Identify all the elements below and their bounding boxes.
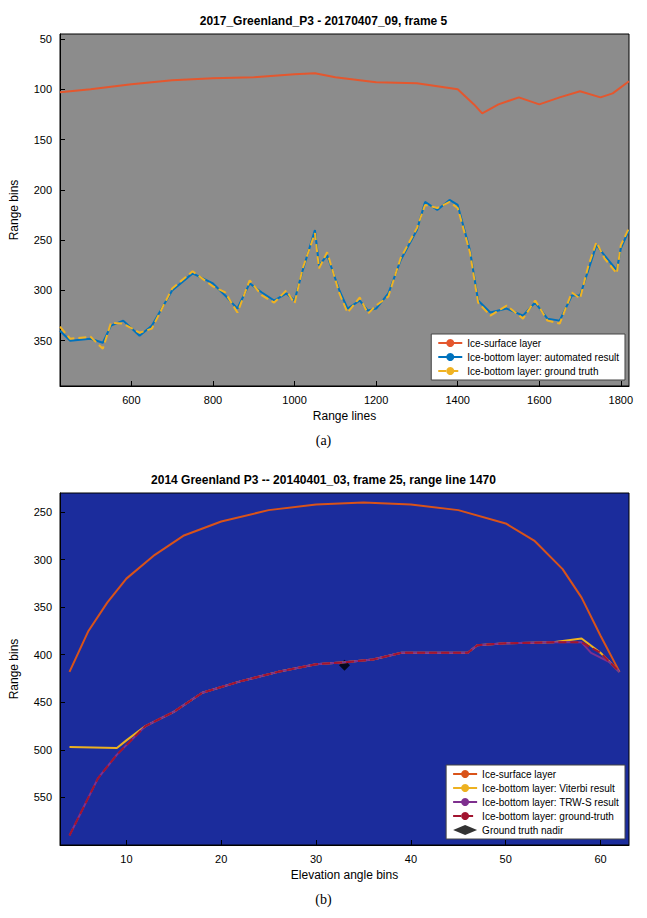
svg-text:600: 600 xyxy=(122,394,140,406)
svg-text:250: 250 xyxy=(34,506,52,518)
svg-text:550: 550 xyxy=(34,791,52,803)
svg-text:50: 50 xyxy=(40,33,52,45)
svg-text:2017_Greenland_P3 - 20170407_0: 2017_Greenland_P3 - 20170407_09, frame 5 xyxy=(200,14,448,28)
html-text:(a): (a) xyxy=(315,433,332,448)
svg-text:1800: 1800 xyxy=(609,394,633,406)
svg-text:40: 40 xyxy=(405,853,417,865)
svg-text:Range bins: Range bins xyxy=(7,639,21,700)
svg-text:2014 Greenland P3 -- 20140401_: 2014 Greenland P3 -- 20140401_03, frame … xyxy=(151,473,496,487)
svg-text:Ground truth nadir: Ground truth nadir xyxy=(482,825,564,836)
svg-text:150: 150 xyxy=(34,134,52,146)
svg-text:350: 350 xyxy=(34,335,52,347)
svg-text:30: 30 xyxy=(310,853,322,865)
svg-text:1200: 1200 xyxy=(364,394,388,406)
svg-text:50: 50 xyxy=(500,853,512,865)
svg-text:1600: 1600 xyxy=(527,394,551,406)
svg-text:100: 100 xyxy=(34,83,52,95)
svg-text:200: 200 xyxy=(34,184,52,196)
svg-text:250: 250 xyxy=(34,234,52,246)
svg-text:Ice-bottom layer: ground-truth: Ice-bottom layer: ground-truth xyxy=(482,811,614,822)
svg-text:400: 400 xyxy=(34,649,52,661)
svg-text:Range lines: Range lines xyxy=(313,409,376,423)
svg-text:Ice-bottom layer: ground truth: Ice-bottom layer: ground truth xyxy=(467,366,598,377)
svg-text:500: 500 xyxy=(34,744,52,756)
svg-text:1400: 1400 xyxy=(445,394,469,406)
svg-text:Ice-bottom layer: Viterbi resu: Ice-bottom layer: Viterbi result xyxy=(482,783,615,794)
svg-text:20: 20 xyxy=(215,853,227,865)
svg-text:300: 300 xyxy=(34,284,52,296)
svg-text:1000: 1000 xyxy=(282,394,306,406)
svg-text:Ice-bottom layer: automated re: Ice-bottom layer: automated result xyxy=(467,352,619,363)
svg-text:450: 450 xyxy=(34,696,52,708)
svg-text:Elevation angle bins: Elevation angle bins xyxy=(291,868,398,882)
svg-text:Ice-bottom layer: TRW-S result: Ice-bottom layer: TRW-S result xyxy=(482,797,619,808)
svg-text:Ice-surface layer: Ice-surface layer xyxy=(482,769,557,780)
svg-text:10: 10 xyxy=(120,853,132,865)
svg-text:350: 350 xyxy=(34,601,52,613)
svg-text:Ice-surface layer: Ice-surface layer xyxy=(467,338,542,349)
html-text:(b): (b) xyxy=(315,892,332,907)
svg-text:300: 300 xyxy=(34,554,52,566)
svg-text:60: 60 xyxy=(594,853,606,865)
svg-text:800: 800 xyxy=(204,394,222,406)
svg-text:Range bins: Range bins xyxy=(7,180,21,241)
